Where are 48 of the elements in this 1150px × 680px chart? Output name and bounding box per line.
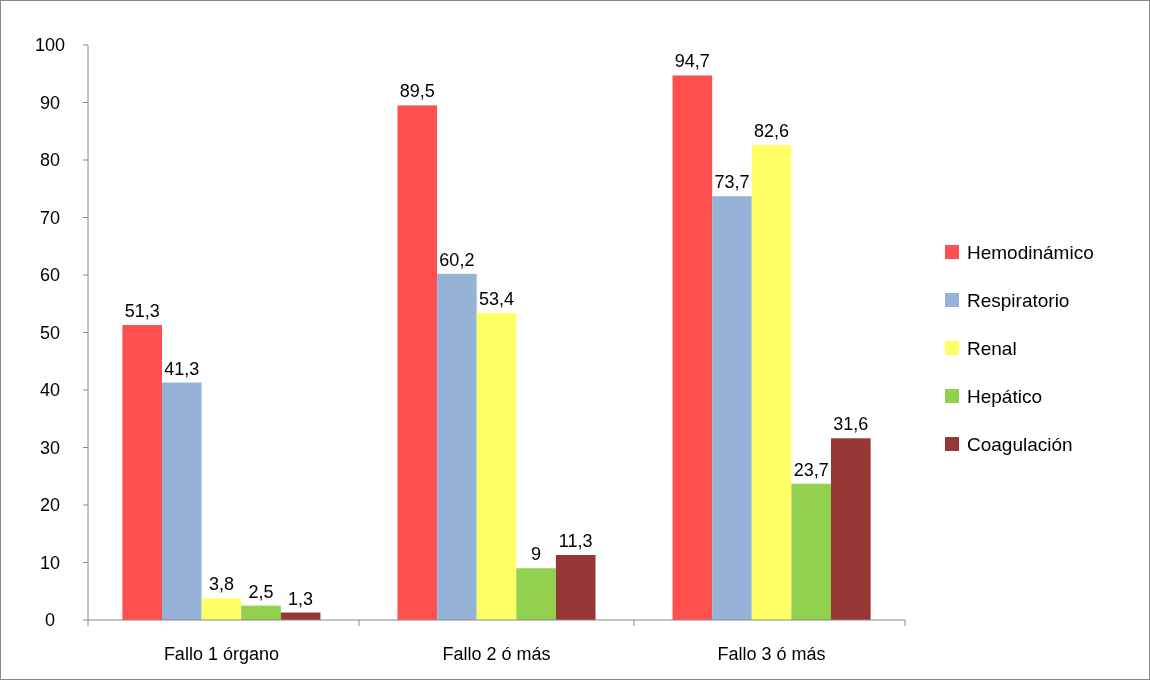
y-tick-label: 60	[39, 265, 61, 286]
data-label: 89,5	[399, 81, 435, 102]
data-label: 1,3	[288, 588, 314, 609]
bar	[791, 483, 831, 620]
bar	[397, 105, 438, 620]
y-tick-label: 70	[39, 207, 61, 228]
data-label: 51,3	[124, 301, 160, 322]
data-label: 60,2	[439, 249, 475, 270]
bar	[672, 75, 713, 620]
bar	[437, 273, 477, 620]
legend-label: Coagulación	[967, 433, 1073, 455]
y-tick-label: 90	[39, 92, 61, 113]
legend-label: Hemodinámico	[967, 241, 1094, 263]
y-tick-label: 50	[39, 322, 61, 343]
data-label: 31,6	[833, 414, 869, 435]
bar	[201, 598, 242, 620]
legend-label: Renal	[967, 337, 1017, 359]
data-label: 94,7	[674, 51, 710, 72]
data-label: 73,7	[714, 172, 750, 193]
bar	[122, 325, 162, 620]
y-tick-label: 40	[39, 380, 61, 401]
bar	[712, 196, 752, 620]
x-tick-label: Fallo 2 ó más	[442, 644, 551, 664]
y-tick-label: 30	[39, 437, 61, 458]
data-label: 82,6	[754, 121, 790, 142]
bar	[751, 145, 792, 620]
y-tick-label: 0	[44, 610, 56, 631]
data-label: 11,3	[558, 531, 593, 552]
bar	[241, 605, 281, 620]
legend-label: Hepático	[967, 385, 1042, 407]
y-tick-label: 20	[39, 495, 61, 516]
data-label: 23,7	[793, 459, 829, 480]
y-tick-label: 10	[39, 552, 61, 573]
data-label: 3,8	[208, 574, 234, 595]
data-label: 53,4	[478, 288, 515, 309]
bar	[162, 382, 202, 620]
data-label: 9	[531, 544, 542, 565]
bar	[831, 438, 871, 620]
x-tick-label: Fallo 1 órgano	[163, 644, 279, 664]
y-tick-label: 80	[39, 150, 61, 171]
bar	[476, 312, 517, 620]
data-label: 41,3	[164, 358, 200, 379]
x-tick-label: Fallo 3 ó más	[717, 644, 826, 664]
data-label: 2,5	[248, 581, 274, 602]
y-tick-label: 100	[34, 35, 66, 56]
legend-label: Respiratorio	[967, 289, 1070, 311]
bar	[516, 568, 556, 620]
bar	[555, 555, 596, 620]
